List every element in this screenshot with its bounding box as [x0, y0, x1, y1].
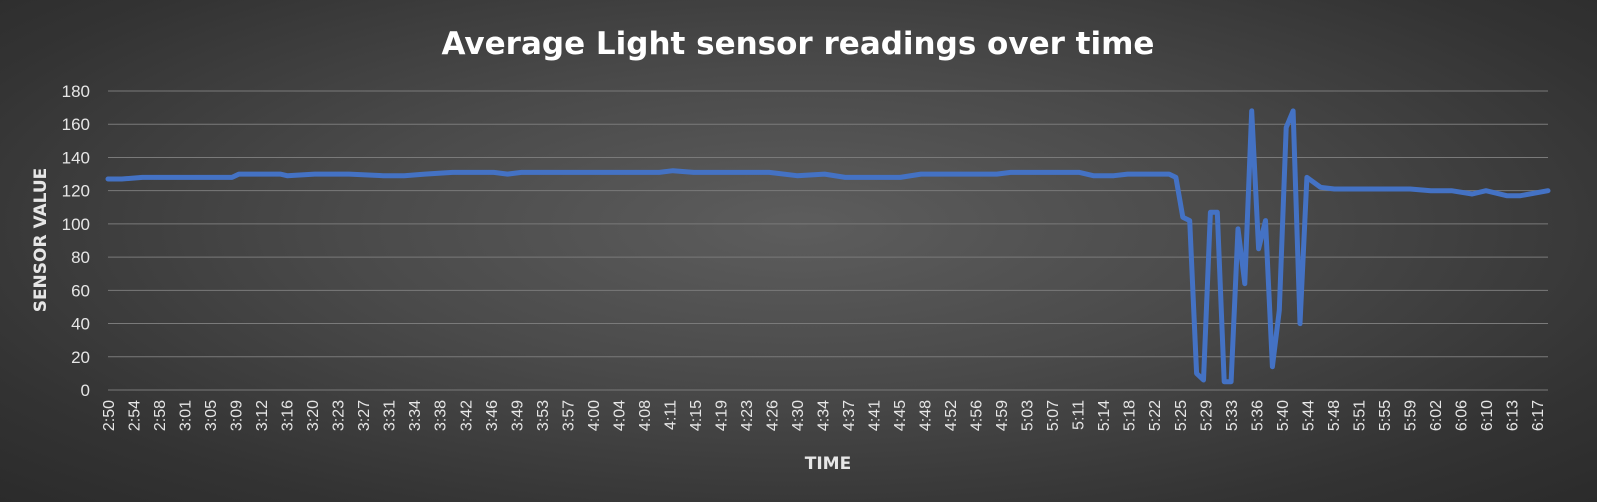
x-tick-label: 3:23	[331, 400, 348, 431]
x-tick-label: 4:48	[918, 400, 935, 431]
x-tick-label: 3:46	[484, 400, 501, 431]
x-tick-label: 5:22	[1147, 400, 1164, 431]
x-tick-label: 6:02	[1428, 400, 1445, 431]
y-tick-label: 140	[62, 148, 90, 167]
grid-lines	[108, 90, 1548, 391]
y-tick-label: 20	[71, 348, 90, 367]
y-axis-title: SENSOR VALUE	[31, 168, 51, 313]
y-tick-label: 120	[62, 182, 90, 201]
chart-title: Average Light sensor readings over time	[442, 26, 1155, 62]
y-tick-label: 180	[62, 82, 90, 101]
x-tick-label: 5:07	[1045, 400, 1062, 431]
x-tick-label: 4:56	[969, 400, 986, 431]
x-axis-title: TIME	[805, 454, 851, 474]
x-tick-label: 3:20	[305, 400, 322, 431]
x-tick-label: 4:26	[764, 400, 781, 431]
x-tick-label: 4:37	[841, 400, 858, 431]
x-tick-label: 4:45	[892, 400, 909, 431]
x-tick-label: 5:03	[1020, 400, 1037, 431]
x-tick-label: 3:09	[229, 400, 246, 431]
x-tick-label: 4:52	[943, 400, 960, 431]
x-tick-label: 3:42	[458, 400, 475, 431]
x-tick-label: 3:16	[280, 400, 297, 431]
x-tick-label: 5:48	[1326, 400, 1343, 431]
y-tick-label: 0	[81, 381, 90, 400]
x-tick-label: 3:27	[356, 400, 373, 431]
x-tick-label: 4:34	[816, 400, 833, 431]
x-tick-label: 3:05	[203, 400, 220, 431]
x-tick-label: 4:19	[713, 400, 730, 431]
x-tick-label: 3:38	[433, 400, 450, 431]
x-tick-label: 6:17	[1530, 400, 1547, 431]
x-tick-label: 3:57	[560, 400, 577, 431]
x-tick-label: 5:33	[1224, 400, 1241, 431]
series-line	[105, 108, 1551, 385]
x-tick-label: 2:54	[127, 400, 144, 431]
x-tick-label: 3:34	[407, 400, 424, 431]
x-tick-label: 4:23	[739, 400, 756, 431]
x-tick-label: 4:04	[611, 400, 628, 431]
x-tick-label: 4:11	[662, 400, 679, 430]
x-tick-label: 5:25	[1173, 400, 1190, 431]
x-tick-label: 6:13	[1504, 400, 1521, 431]
x-tick-label: 4:08	[637, 400, 654, 431]
x-tick-label: 5:36	[1249, 400, 1266, 431]
x-tick-label: 5:55	[1377, 400, 1394, 431]
x-tick-label: 5:29	[1198, 400, 1215, 431]
x-tick-label: 5:40	[1275, 400, 1292, 431]
x-tick-label: 5:11	[1071, 400, 1088, 430]
x-tick-label: 5:51	[1351, 400, 1368, 431]
x-tick-label: 3:49	[509, 400, 526, 431]
x-tick-label: 3:01	[178, 400, 195, 431]
y-tick-label: 100	[62, 215, 90, 234]
y-tick-label: 60	[71, 281, 90, 300]
x-tick-label: 2:50	[101, 400, 118, 431]
y-tick-label: 40	[71, 315, 90, 334]
x-tick-label: 5:14	[1096, 400, 1113, 431]
x-tick-label: 3:12	[254, 400, 271, 431]
y-axis-ticks: 0 20 40 60 80 100 120 140 160 180	[62, 82, 90, 400]
x-tick-label: 6:10	[1479, 400, 1496, 431]
y-tick-label: 80	[71, 248, 90, 267]
x-tick-label: 6:06	[1453, 400, 1470, 431]
x-tick-label: 5:18	[1122, 400, 1139, 431]
x-tick-label: 4:00	[586, 400, 603, 431]
x-tick-label: 4:59	[994, 400, 1011, 431]
x-tick-label: 5:44	[1300, 400, 1317, 431]
series-layer	[105, 108, 1551, 385]
x-tick-label: 3:31	[382, 400, 399, 431]
x-tick-label: 4:41	[867, 400, 884, 431]
y-tick-label: 160	[62, 115, 90, 134]
x-tick-label: 4:30	[790, 400, 807, 431]
x-axis-ticks: 2:50 2:54 2:58 3:01 3:05 3:09 3:12 3:16 3:20 3:23…	[101, 400, 1547, 431]
x-tick-label: 5:59	[1402, 400, 1419, 431]
x-tick-label: 3:53	[535, 400, 552, 431]
x-tick-label: 2:58	[152, 400, 169, 431]
x-tick-label: 4:15	[688, 400, 705, 431]
